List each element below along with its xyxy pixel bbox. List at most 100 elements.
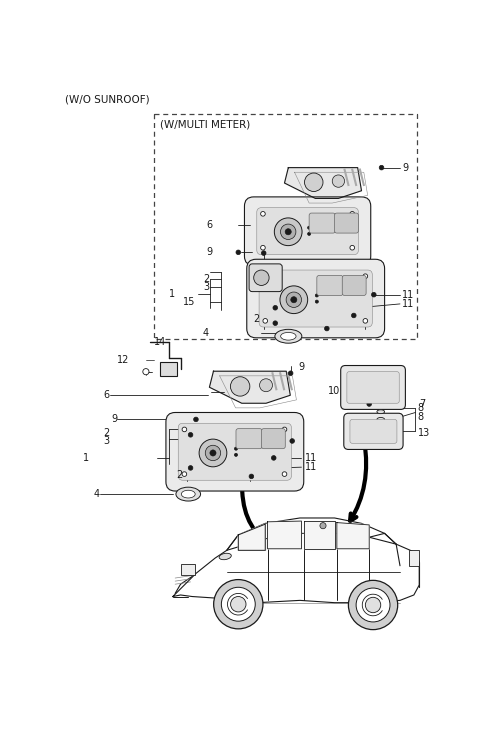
Circle shape xyxy=(182,427,187,432)
Text: 4: 4 xyxy=(203,328,209,338)
Circle shape xyxy=(234,447,238,450)
Polygon shape xyxy=(238,524,265,551)
Text: 2: 2 xyxy=(104,428,110,438)
Circle shape xyxy=(236,250,240,255)
Circle shape xyxy=(234,453,238,456)
FancyBboxPatch shape xyxy=(309,213,336,233)
Text: 5: 5 xyxy=(253,266,259,277)
Circle shape xyxy=(230,596,246,612)
Circle shape xyxy=(315,294,318,297)
Text: 6: 6 xyxy=(104,390,110,400)
Circle shape xyxy=(188,466,193,470)
Circle shape xyxy=(363,274,368,278)
Circle shape xyxy=(290,439,295,443)
Circle shape xyxy=(320,523,326,528)
Text: 12: 12 xyxy=(117,355,129,365)
Circle shape xyxy=(188,433,193,437)
Text: 4: 4 xyxy=(94,489,100,499)
Circle shape xyxy=(249,474,254,478)
Circle shape xyxy=(282,427,287,432)
Circle shape xyxy=(291,297,297,302)
Ellipse shape xyxy=(176,487,201,501)
Text: 15: 15 xyxy=(183,297,195,308)
Text: 6: 6 xyxy=(207,220,213,230)
Circle shape xyxy=(261,245,265,250)
Circle shape xyxy=(280,286,308,314)
Circle shape xyxy=(280,224,296,239)
FancyBboxPatch shape xyxy=(262,428,285,449)
Text: 8: 8 xyxy=(418,412,424,422)
Circle shape xyxy=(350,211,355,216)
Circle shape xyxy=(285,229,291,235)
Circle shape xyxy=(363,319,368,323)
Text: 1: 1 xyxy=(83,453,89,463)
Text: 11: 11 xyxy=(402,290,415,300)
Circle shape xyxy=(282,472,287,476)
Bar xyxy=(154,114,417,339)
FancyBboxPatch shape xyxy=(335,213,359,233)
Text: (W/O SUNROOF): (W/O SUNROOF) xyxy=(65,95,150,105)
Text: 11: 11 xyxy=(402,299,415,309)
Bar xyxy=(409,551,419,566)
Circle shape xyxy=(332,175,345,187)
Circle shape xyxy=(372,292,376,297)
Circle shape xyxy=(221,587,255,621)
Text: 7: 7 xyxy=(419,399,425,409)
Circle shape xyxy=(193,417,198,422)
Circle shape xyxy=(262,251,266,255)
Circle shape xyxy=(205,445,221,461)
Ellipse shape xyxy=(219,553,231,559)
FancyBboxPatch shape xyxy=(178,423,291,481)
FancyArrowPatch shape xyxy=(242,492,274,547)
FancyArrowPatch shape xyxy=(350,442,366,521)
Text: 11: 11 xyxy=(304,453,317,463)
FancyBboxPatch shape xyxy=(236,428,262,449)
Text: 14: 14 xyxy=(154,337,166,347)
Text: 3: 3 xyxy=(104,436,110,446)
Text: 9: 9 xyxy=(111,414,118,425)
Text: 10: 10 xyxy=(328,386,340,396)
Circle shape xyxy=(199,439,227,467)
Polygon shape xyxy=(337,523,369,549)
Circle shape xyxy=(260,379,273,392)
Text: 9: 9 xyxy=(299,362,304,372)
Ellipse shape xyxy=(281,333,296,340)
Circle shape xyxy=(286,292,301,308)
Circle shape xyxy=(308,226,311,229)
Circle shape xyxy=(271,456,276,460)
Circle shape xyxy=(308,233,311,236)
Ellipse shape xyxy=(181,490,195,498)
Circle shape xyxy=(273,321,277,325)
Circle shape xyxy=(379,166,384,170)
Circle shape xyxy=(254,270,269,286)
FancyBboxPatch shape xyxy=(257,208,359,255)
Text: 2: 2 xyxy=(253,314,259,325)
FancyBboxPatch shape xyxy=(247,259,384,338)
Circle shape xyxy=(214,579,263,629)
Circle shape xyxy=(365,598,381,612)
Text: 2: 2 xyxy=(176,470,182,480)
Circle shape xyxy=(263,319,267,323)
Bar xyxy=(181,565,195,575)
Circle shape xyxy=(230,377,250,396)
Bar xyxy=(160,361,177,375)
Circle shape xyxy=(367,402,372,406)
Circle shape xyxy=(351,313,356,318)
Text: 9: 9 xyxy=(402,163,408,173)
FancyBboxPatch shape xyxy=(342,275,366,295)
Text: 2: 2 xyxy=(203,275,209,284)
Text: 9: 9 xyxy=(207,247,213,258)
Circle shape xyxy=(356,588,390,622)
Circle shape xyxy=(182,472,187,476)
Circle shape xyxy=(304,173,323,191)
Circle shape xyxy=(210,450,216,456)
Text: 8: 8 xyxy=(418,403,424,413)
Circle shape xyxy=(315,300,318,303)
FancyBboxPatch shape xyxy=(341,366,406,409)
Text: 1: 1 xyxy=(169,289,175,299)
Circle shape xyxy=(348,581,398,629)
Polygon shape xyxy=(209,371,290,403)
Polygon shape xyxy=(304,521,335,549)
Text: (W/MULTI METER): (W/MULTI METER) xyxy=(160,119,250,130)
Polygon shape xyxy=(285,168,361,199)
